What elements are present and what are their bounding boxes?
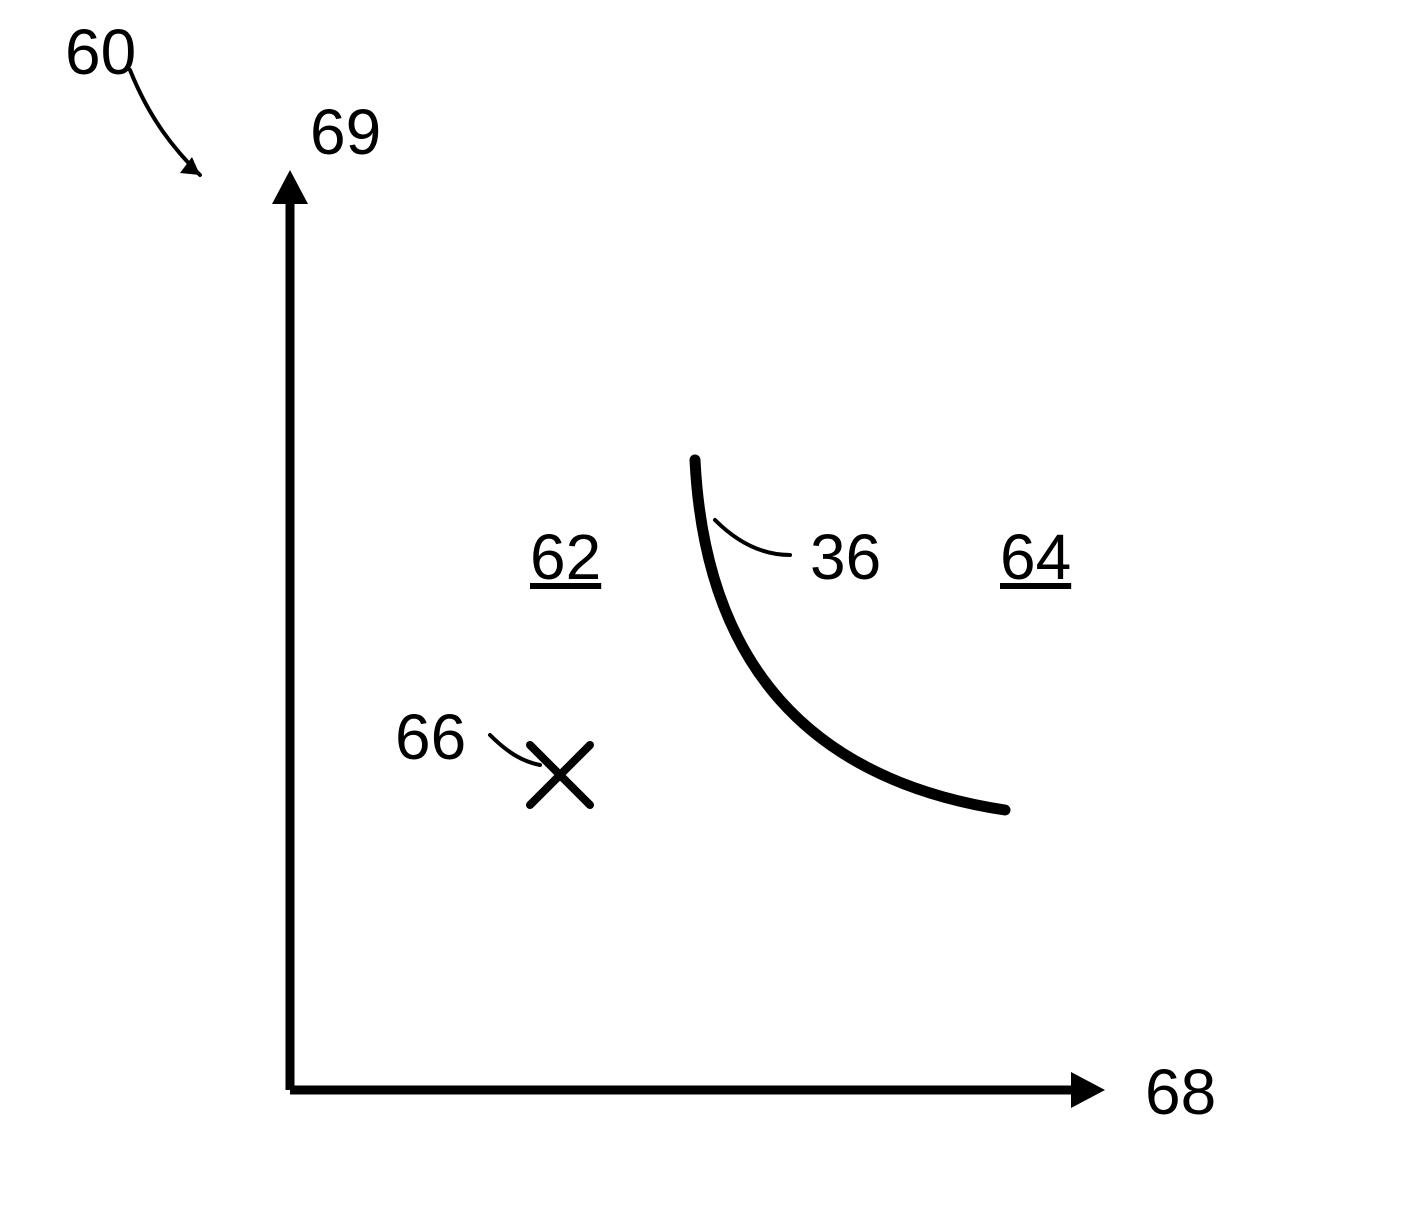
diagram-svg <box>0 0 1401 1206</box>
label-point-66: 66 <box>395 700 466 774</box>
y-axis-arrowhead <box>272 170 308 204</box>
label-region-62: 62 <box>530 520 601 594</box>
callout-curve36 <box>715 520 790 555</box>
label-y-axis-69: 69 <box>310 95 381 169</box>
callout-fig60 <box>130 70 200 175</box>
label-figure-60: 60 <box>65 15 136 89</box>
label-region-64: 64 <box>1000 520 1071 594</box>
x-axis-arrowhead <box>1071 1072 1105 1108</box>
axes <box>272 170 1105 1108</box>
label-x-axis-68: 68 <box>1145 1055 1216 1129</box>
x-marker <box>530 745 590 805</box>
diagram-canvas: 60 69 68 62 64 36 66 <box>0 0 1401 1206</box>
callout-leaders <box>130 70 790 765</box>
boundary-curve <box>695 460 1005 810</box>
label-curve-36: 36 <box>810 520 881 594</box>
